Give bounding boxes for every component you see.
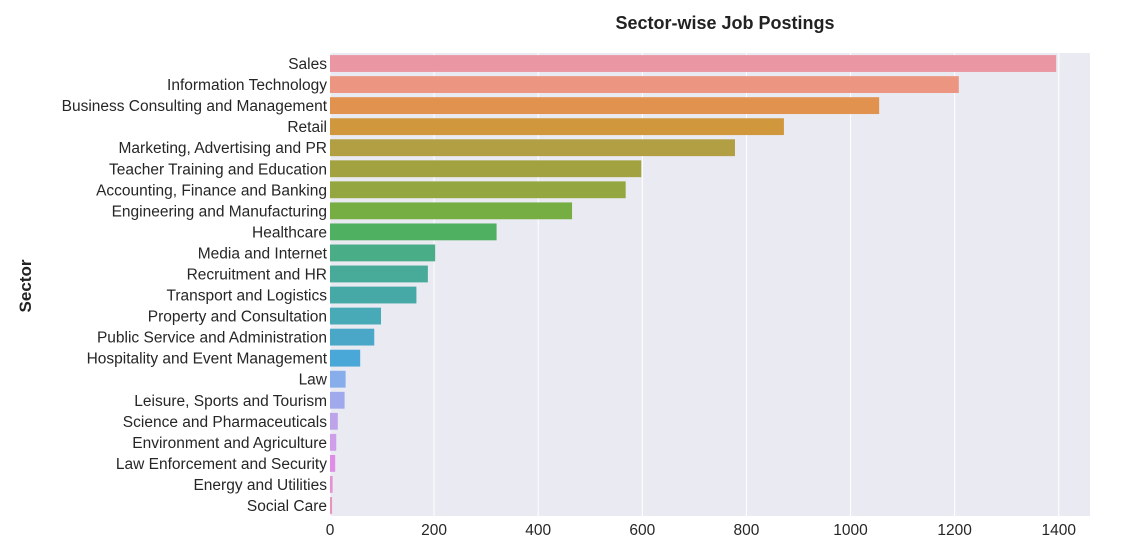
category-label: Marketing, Advertising and PR (119, 140, 328, 157)
category-label: Science and Pharmaceuticals (123, 414, 327, 431)
bar (330, 412, 338, 430)
bar (330, 97, 880, 115)
bar (330, 223, 497, 241)
chart-title: Sector-wise Job Postings (615, 13, 834, 33)
category-label: Transport and Logistics (166, 288, 327, 305)
bar (330, 307, 382, 325)
category-label: Sales (288, 56, 327, 73)
bar (330, 160, 642, 178)
x-tick-label: 1000 (833, 522, 868, 539)
category-label: Energy and Utilities (193, 477, 327, 494)
x-tick-label: 1200 (937, 522, 972, 539)
bar (330, 370, 346, 388)
bar (330, 118, 784, 136)
category-label: Information Technology (167, 77, 327, 94)
category-label: Healthcare (252, 224, 327, 241)
bar (330, 391, 345, 409)
bar (330, 454, 336, 472)
bar (330, 181, 626, 199)
bar (330, 202, 573, 220)
category-label: Environment and Agriculture (132, 435, 327, 452)
category-label: Media and Internet (198, 245, 328, 262)
bar (330, 265, 428, 283)
x-tick-label: 1400 (1042, 522, 1077, 539)
category-label: Teacher Training and Education (109, 161, 327, 178)
x-tick-label: 200 (421, 522, 447, 539)
x-tick-label: 400 (525, 522, 551, 539)
bars (330, 55, 1057, 514)
bar (330, 76, 959, 93)
bar (330, 476, 333, 493)
bar (330, 497, 333, 514)
category-label: Recruitment and HR (187, 266, 327, 283)
bar (330, 55, 1057, 72)
x-tick-label: 800 (734, 522, 760, 539)
bar (330, 244, 436, 262)
y-axis-title: Sector (16, 259, 35, 312)
category-label: Social Care (247, 498, 327, 515)
bar (330, 328, 375, 346)
category-label: Business Consulting and Management (62, 98, 328, 115)
category-label: Law (299, 372, 328, 389)
bar (330, 139, 735, 157)
category-label: Public Service and Administration (97, 330, 327, 347)
category-labels: Sales Information Technology Business Cons… (62, 56, 328, 515)
bar (330, 349, 361, 367)
x-tick-label: 600 (629, 522, 655, 539)
bar (330, 433, 337, 451)
category-label: Retail (287, 119, 327, 136)
category-label: Leisure, Sports and Tourism (134, 393, 327, 410)
category-label: Accounting, Finance and Banking (96, 182, 327, 199)
category-label: Property and Consultation (148, 309, 327, 326)
bar (330, 286, 417, 304)
category-label: Engineering and Manufacturing (112, 203, 327, 220)
category-label: Hospitality and Event Management (87, 351, 328, 368)
category-label: Law Enforcement and Security (116, 456, 327, 473)
x-tick-labels: 0 200 400 600 800 1000 1200 1400 (326, 522, 1077, 539)
x-tick-label: 0 (326, 522, 335, 539)
